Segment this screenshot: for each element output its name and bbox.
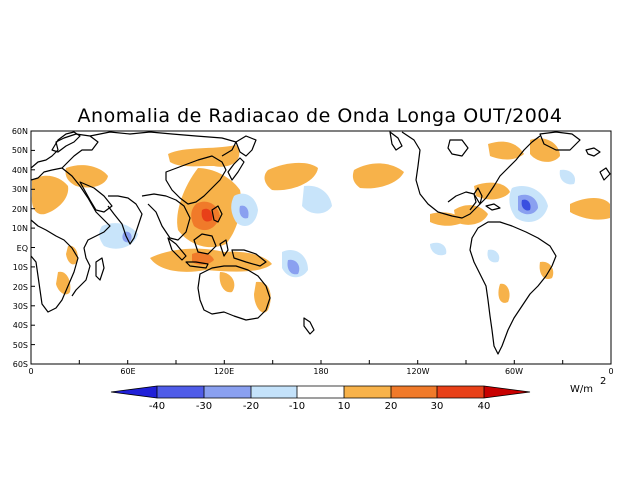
coast-philippines [211, 205, 223, 223]
anomaly-pos-brazil [539, 261, 554, 280]
coast-florida [473, 187, 483, 205]
coast-australia [197, 265, 271, 321]
anomaly-neg-canada [559, 169, 576, 185]
colorbar-segment [484, 386, 530, 398]
colorbar-tick: -30 [196, 401, 212, 412]
coast-arabia [79, 181, 113, 213]
coast-japan [227, 157, 245, 181]
coast-russia [89, 131, 237, 157]
colorbar-segment [297, 386, 344, 398]
anomaly-pos-east-africa [66, 245, 78, 265]
coast-north-america [401, 131, 541, 219]
coast-south-america [469, 221, 557, 355]
colorbar-tick: -40 [149, 401, 165, 412]
coast-china [165, 155, 227, 205]
colorbar-tick: -10 [289, 401, 305, 412]
anomaly-pos-atlantic [530, 138, 560, 162]
coast-hudson-bay [447, 139, 469, 157]
coast-new-guinea [231, 249, 267, 267]
coast-sumatra [167, 237, 187, 261]
colorbar-segment [204, 386, 251, 398]
coast-madagascar [95, 257, 105, 281]
lat-label: 40S [13, 321, 28, 330]
anomaly-pos-east-australia [254, 281, 271, 313]
lat-label: 40N [12, 166, 28, 175]
colorbar-segment [111, 386, 157, 398]
lon-label: 120E [214, 367, 234, 376]
coast-kamchatka [235, 135, 257, 157]
coast-sulawesi [219, 239, 229, 257]
lon-label: 120W [406, 367, 429, 376]
anomaly-neg-peru [487, 249, 500, 263]
anomaly-neg-central-pacific [302, 185, 332, 214]
coast-europe [30, 133, 99, 181]
colorbar-segment [344, 386, 391, 398]
coast-red-sea [61, 167, 111, 297]
anomaly-neg-south-pacific-mid [287, 259, 300, 275]
anomaly-neg-north-atlantic-core [521, 199, 531, 211]
anomaly-pos-north-australia [219, 272, 235, 293]
coast-alaska [389, 131, 403, 151]
lat-label: 20S [13, 283, 28, 292]
lon-label: 180 [313, 367, 328, 376]
lat-label: 30N [12, 185, 28, 194]
lon-label: 0 [28, 367, 33, 376]
anomaly-neg-east-pacific [430, 242, 447, 256]
lat-label: EQ [17, 244, 28, 253]
anomaly-pos-east-atlantic [570, 198, 610, 220]
anomaly-pos-nw-africa [31, 175, 69, 215]
coast-caribbean [485, 203, 501, 211]
coast-gulf-of-mexico [447, 191, 477, 211]
lat-label: 60N [12, 127, 28, 136]
coast-africa [30, 219, 79, 313]
anomaly-pos-north-pacific [264, 162, 318, 191]
anomaly-pos-us [488, 141, 524, 160]
coastlines [30, 131, 611, 355]
coast-se-asia [141, 193, 191, 241]
colorbar-tick: 30 [431, 401, 444, 412]
lat-label: 30S [13, 302, 28, 311]
anomaly-core-strong [201, 208, 213, 222]
units-label: W/m [570, 384, 593, 395]
latitude-ticks [31, 149, 35, 346]
lat-label: 10N [12, 224, 28, 233]
lat-label: 50S [13, 341, 28, 350]
coast-uk [599, 167, 611, 181]
colorbar-tick: 10 [338, 401, 351, 412]
longitude-ticks [78, 360, 564, 364]
coast-greenland [539, 131, 581, 151]
coast-new-zealand [303, 317, 315, 335]
colorbar: -40 -30 -20 -10 10 20 30 40 [110, 385, 531, 412]
map-title: Anomalia de Radiacao de Onda Longa OUT/2… [78, 105, 563, 127]
lat-label: 10S [13, 263, 28, 272]
colorbar-segment [391, 386, 437, 398]
anomaly-pos-caribbean [474, 182, 510, 200]
lat-label: 60S [13, 360, 28, 369]
colorbar-tick: -20 [243, 401, 259, 412]
colorbar-tick: 40 [478, 401, 491, 412]
lat-label: 50N [12, 146, 28, 155]
coast-borneo [193, 233, 217, 255]
colorbar-segment [157, 386, 204, 398]
coast-iceland [585, 147, 601, 157]
lon-label: 60E [120, 367, 135, 376]
map-frame [30, 130, 612, 365]
anomaly-neg-west-pacific-mid [239, 205, 249, 219]
longitude-axis: 0 60E 120E 180 120W 60W 0 [28, 367, 613, 376]
colorbar-segment [251, 386, 297, 398]
coast-scandinavia [51, 131, 81, 153]
anomaly-pos-central-america [430, 212, 464, 226]
units-exponent: 2 [600, 376, 606, 387]
anomaly-pos-south-america [498, 283, 510, 303]
colorbar-tick: 20 [385, 401, 398, 412]
coast-java [185, 261, 209, 269]
lat-label: 20N [12, 205, 28, 214]
lon-label: 60W [505, 367, 523, 376]
lon-label: 0 [608, 367, 613, 376]
coast-india [107, 195, 143, 245]
anomaly-pos-east-pacific [352, 163, 404, 189]
latitude-axis: 60N 50N 40N 30N 20N 10N EQ 10S 20S 30S 4… [12, 127, 28, 369]
colorbar-segment [437, 386, 484, 398]
